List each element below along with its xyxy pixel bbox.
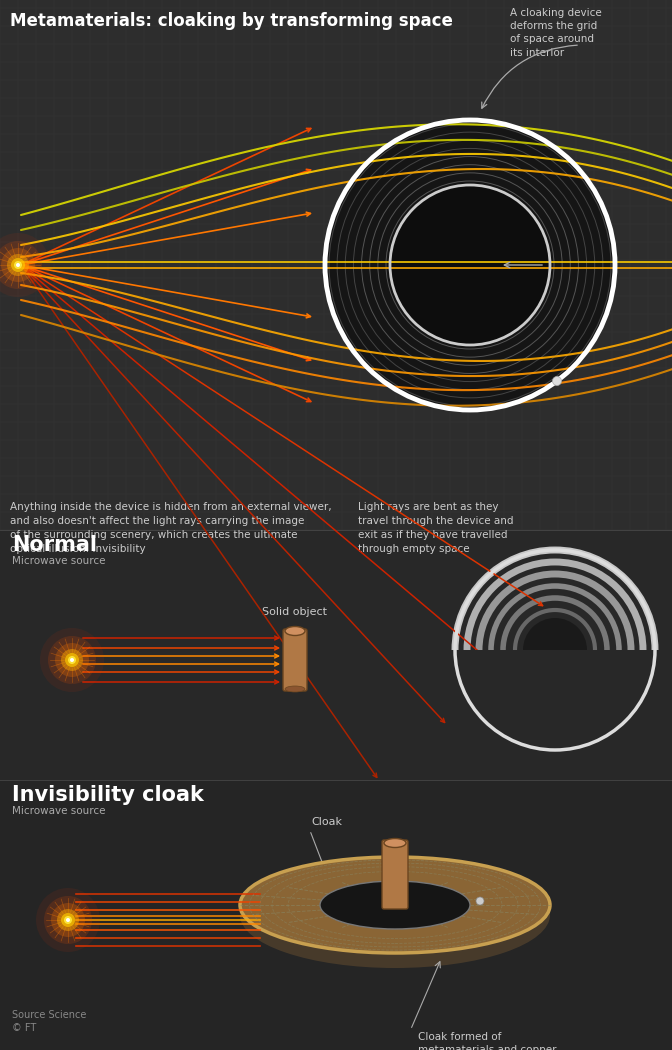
Text: Cloak formed of
metamaterials and copper: Cloak formed of metamaterials and copper [418,1032,556,1050]
Text: Source Science
© FT: Source Science © FT [12,1010,87,1033]
Circle shape [476,897,484,905]
Text: Normal: Normal [12,536,97,555]
Ellipse shape [384,839,406,847]
Wedge shape [325,120,615,410]
Circle shape [65,653,79,667]
Bar [450,650,660,780]
FancyBboxPatch shape [382,840,408,909]
FancyBboxPatch shape [283,629,307,691]
Circle shape [61,649,83,671]
Circle shape [0,233,50,297]
Circle shape [51,903,85,937]
Circle shape [552,377,562,385]
Text: Microwave source: Microwave source [12,806,106,816]
Circle shape [66,918,70,922]
Circle shape [44,896,92,944]
Circle shape [57,909,79,931]
Text: Microwave source: Microwave source [12,556,106,566]
Circle shape [0,242,42,289]
Circle shape [11,258,25,272]
Text: Solid object: Solid object [263,607,327,617]
Circle shape [14,261,22,269]
Circle shape [64,916,72,924]
Text: Metamaterials: cloaking by transforming space: Metamaterials: cloaking by transforming … [10,12,453,30]
Ellipse shape [285,627,305,635]
Circle shape [16,262,20,267]
Ellipse shape [523,618,587,682]
Circle shape [1,248,35,282]
Ellipse shape [240,862,550,968]
Bar [0,530,672,780]
Ellipse shape [285,686,305,692]
Circle shape [55,643,89,677]
Circle shape [390,185,550,345]
Circle shape [36,888,100,952]
Circle shape [7,254,29,276]
Ellipse shape [455,657,655,693]
Text: Light rays are bent as they
travel through the device and
exit as if they have t: Light rays are bent as they travel throu… [358,502,513,554]
Circle shape [68,656,76,664]
Bar [0,780,672,1050]
Circle shape [40,628,104,692]
Circle shape [48,636,96,684]
Circle shape [70,658,74,662]
Ellipse shape [240,857,550,953]
Ellipse shape [320,881,470,929]
Circle shape [61,914,75,927]
Text: Cloak: Cloak [312,817,343,827]
Text: A cloaking device
deforms the grid
of space around
its interior: A cloaking device deforms the grid of sp… [510,8,601,58]
Text: Anything inside the device is hidden from an external viewer,
and also doesn't a: Anything inside the device is hidden fro… [10,502,331,554]
Text: Invisibility cloak: Invisibility cloak [12,785,204,805]
